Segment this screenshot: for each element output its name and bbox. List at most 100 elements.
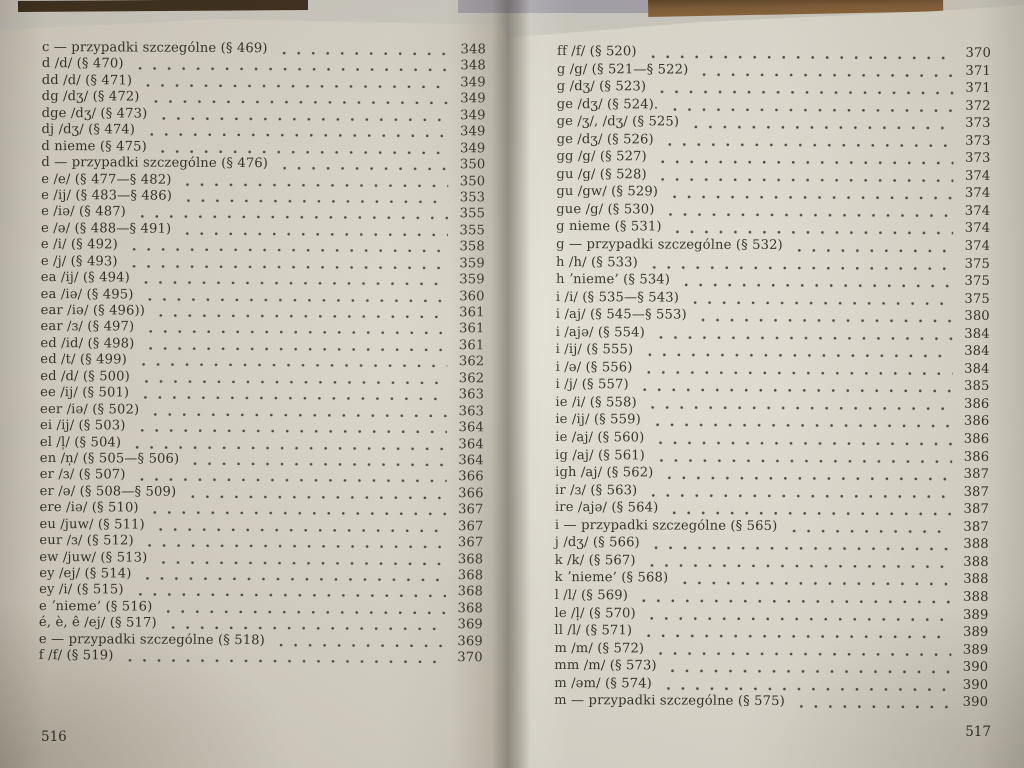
toc-entry: f /f/ (§ 519) 370 <box>39 648 483 667</box>
toc-entry-page: 349 <box>460 124 486 140</box>
toc-entry: g /g/ (§ 521—§ 522) 371 <box>557 61 991 80</box>
dot-leader <box>641 359 953 379</box>
toc-entry-label: g nieme (§ 531) <box>556 219 662 235</box>
toc-entry-page: 374 <box>964 238 991 254</box>
dot-leader <box>662 131 954 151</box>
toc-entry-label: ir /ɜ/ (§ 563) <box>555 482 638 499</box>
toc-entry-page: 385 <box>964 379 990 395</box>
toc-entry-label: i /i/ (§ 535—§ 543) <box>555 289 680 306</box>
toc-entry-page: 350 <box>459 173 486 189</box>
dot-leader <box>138 369 448 388</box>
toc-entry-page: 374 <box>964 203 991 219</box>
toc-entry-page: 388 <box>963 554 989 570</box>
toc-entry-label: m /m/ (§ 572) <box>554 640 645 656</box>
toc-entry: ig /aj/ (§ 561) 386 <box>555 447 989 466</box>
dot-leader <box>141 73 449 92</box>
toc-entry-page: 368 <box>457 551 484 567</box>
toc-entry-page: 371 <box>965 63 991 79</box>
toc-entry: gg /g/ (§ 527) 373 <box>556 148 991 168</box>
toc-entry-label: eur /ɜ/ (§ 512) <box>39 533 134 549</box>
toc-entry-page: 359 <box>459 255 485 272</box>
dot-leader <box>142 287 448 306</box>
toc-entry-label: k /k/ (§ 567) <box>554 552 636 569</box>
dot-leader <box>273 632 446 651</box>
toc-entry-label: g /dʒ/ (§ 523) <box>556 79 647 95</box>
toc-entry: g — przypadki szczególne (§ 532) 374 <box>556 236 991 256</box>
dot-leader <box>667 96 954 115</box>
toc-entry-label: f /f/ (§ 519) <box>38 648 114 664</box>
toc-entry: i — przypadki szczególne (§ 565) 387 <box>555 517 989 537</box>
toc-entry-page: 350 <box>459 157 486 173</box>
toc-entry-label: j /dʒ/ (§ 566) <box>554 535 640 551</box>
toc-entry-page: 387 <box>963 501 990 518</box>
dot-leader <box>153 517 447 536</box>
toc-entry-label: m — przypadki szczególne (§ 575) <box>554 693 785 710</box>
dot-leader <box>122 648 446 667</box>
toc-entry-page: 358 <box>459 239 485 255</box>
toc-entry-page: 362 <box>458 354 485 370</box>
toc-entry-page: 369 <box>457 633 483 650</box>
toc-entry-page: 361 <box>459 305 485 321</box>
dot-leader <box>135 352 448 371</box>
toc-entry-label: e /ij/ (§ 483—§ 486) <box>41 187 173 204</box>
toc-entry-page: 384 <box>964 344 990 360</box>
toc-entry-label: ed /t/ (§ 499) <box>40 352 127 368</box>
toc-entry-page: 369 <box>457 617 483 633</box>
right-page-toc-column: ff /f/ (§ 520) 370 g /g/ (§ 521—§ 522) 3… <box>554 43 991 712</box>
toc-entry-label: m /əm/ (§ 574) <box>554 675 652 692</box>
toc-entry-label: c — przypadki szczególne (§ 469) <box>41 40 268 57</box>
toc-entry-label: d — przypadki szczególne (§ 476) <box>41 155 269 172</box>
toc-entry-label: é, è, ê /ej/ (§ 517) <box>38 615 157 631</box>
toc-entry: igh /aj/ (§ 562) 387 <box>555 464 989 484</box>
toc-entry-label: ire /ajə/ (§ 564) <box>554 500 659 516</box>
toc-entry-page: 368 <box>457 601 484 617</box>
toc-entry-label: d /d/ (§ 470) <box>41 56 124 72</box>
toc-entry: i /ə/ (§ 556) 384 <box>555 359 990 379</box>
toc-entry-page: 388 <box>963 572 989 588</box>
toc-entry-page: 368 <box>457 568 484 584</box>
toc-entry-page: 388 <box>963 589 989 605</box>
toc-entry-page: 389 <box>962 642 989 658</box>
toc-entry-label: eer /iə/ (§ 502) <box>40 401 140 418</box>
dot-leader <box>665 657 952 677</box>
toc-entry-label: gu /g/ (§ 528) <box>556 166 647 183</box>
toc-entry-page: 373 <box>965 115 991 132</box>
toc-entry-label: i /ə/ (§ 556) <box>555 359 633 376</box>
toc-entry-label: er /ɜ/ (§ 507) <box>39 467 126 483</box>
dot-leader <box>697 61 954 80</box>
toc-entry-page: 386 <box>963 414 990 430</box>
dot-leader <box>180 172 449 191</box>
dot-leader <box>132 56 449 76</box>
dot-leader <box>655 148 954 168</box>
toc-entry-page: 361 <box>458 321 485 337</box>
toc-entry-label: ew /juw/ (§ 513) <box>39 549 148 566</box>
toc-entry: gu /gw/ (§ 529) 374 <box>556 183 990 203</box>
dot-leader <box>147 500 447 519</box>
dot-leader <box>667 499 953 519</box>
toc-entry: ie /ij/ (§ 559) 386 <box>555 411 990 431</box>
toc-entry-label: e ʼnieme’ (§ 516) <box>38 598 153 615</box>
toc-entry-page: 384 <box>964 361 990 377</box>
toc-entry-page: 390 <box>962 659 989 676</box>
toc-entry: ge /dʒ/ (§ 526) 373 <box>557 131 991 151</box>
toc-entry-label: en /n̩/ (§ 505—§ 506) <box>39 450 180 467</box>
toc-entry-page: 386 <box>963 431 990 447</box>
dot-leader <box>644 552 952 572</box>
toc-entry-label: ea /iə/ (§ 495) <box>40 286 134 303</box>
dot-leader <box>677 569 952 589</box>
toc-entry-label: dj /dʒ/ (§ 474) <box>41 122 136 138</box>
toc-entry-page: 349 <box>459 140 486 156</box>
background-gray-object <box>458 0 658 13</box>
toc-entry-page: 390 <box>962 677 989 693</box>
toc-entry-page: 372 <box>965 98 991 114</box>
dot-leader <box>180 221 449 240</box>
table-surface <box>17 0 309 13</box>
toc-entry-label: ge /dʒ/ (§ 524). <box>556 96 659 113</box>
dot-leader <box>636 587 952 607</box>
toc-entry-page: 355 <box>459 223 486 239</box>
toc-entry: i /ij/ (§ 555) 384 <box>556 341 990 361</box>
toc-entry-page: 367 <box>458 502 484 518</box>
toc-entry-page: 362 <box>458 370 485 387</box>
toc-entry-page: 370 <box>965 45 991 61</box>
dot-leader <box>655 78 954 98</box>
